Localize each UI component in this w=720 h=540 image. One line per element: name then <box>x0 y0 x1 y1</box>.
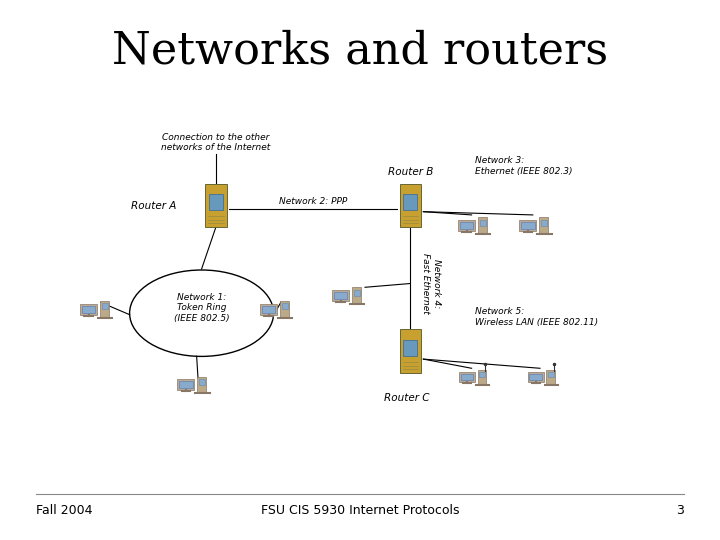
Text: Network 2: PPP: Network 2: PPP <box>279 197 347 206</box>
FancyBboxPatch shape <box>529 374 542 381</box>
FancyBboxPatch shape <box>177 380 194 390</box>
FancyBboxPatch shape <box>209 194 223 211</box>
FancyBboxPatch shape <box>352 287 361 304</box>
FancyBboxPatch shape <box>262 306 275 313</box>
FancyBboxPatch shape <box>400 329 421 373</box>
FancyBboxPatch shape <box>541 220 547 226</box>
FancyBboxPatch shape <box>80 304 97 315</box>
FancyBboxPatch shape <box>528 372 544 382</box>
Text: Router C: Router C <box>384 393 430 403</box>
FancyBboxPatch shape <box>403 194 418 211</box>
Text: Network 4:
Fast Ethernet: Network 4: Fast Ethernet <box>421 253 441 314</box>
FancyBboxPatch shape <box>332 291 349 301</box>
FancyBboxPatch shape <box>260 304 277 315</box>
FancyBboxPatch shape <box>480 372 485 377</box>
Text: Router B: Router B <box>387 167 433 177</box>
FancyBboxPatch shape <box>354 290 360 296</box>
FancyBboxPatch shape <box>199 379 205 385</box>
FancyBboxPatch shape <box>179 381 192 388</box>
Text: Fall 2004: Fall 2004 <box>36 504 92 517</box>
Text: Network 3:
Ethernet (IEEE 802.3): Network 3: Ethernet (IEEE 802.3) <box>475 156 572 176</box>
FancyBboxPatch shape <box>82 306 95 313</box>
FancyBboxPatch shape <box>459 372 475 382</box>
FancyBboxPatch shape <box>539 217 549 234</box>
FancyBboxPatch shape <box>403 340 418 356</box>
Text: Router A: Router A <box>131 201 176 211</box>
FancyBboxPatch shape <box>282 303 288 309</box>
FancyBboxPatch shape <box>548 372 554 377</box>
FancyBboxPatch shape <box>100 301 109 318</box>
FancyBboxPatch shape <box>461 374 474 381</box>
FancyBboxPatch shape <box>478 369 487 385</box>
Text: Network 5:
Wireless LAN (IEEE 802.11): Network 5: Wireless LAN (IEEE 802.11) <box>475 307 598 327</box>
FancyBboxPatch shape <box>334 292 347 299</box>
FancyBboxPatch shape <box>478 217 487 234</box>
FancyBboxPatch shape <box>458 220 475 231</box>
FancyBboxPatch shape <box>197 376 207 393</box>
FancyBboxPatch shape <box>519 220 536 231</box>
Text: Network 1:
Token Ring
(IEEE 802.5): Network 1: Token Ring (IEEE 802.5) <box>174 293 230 323</box>
FancyBboxPatch shape <box>102 303 108 309</box>
FancyBboxPatch shape <box>205 184 227 227</box>
Text: Connection to the other
networks of the Internet: Connection to the other networks of the … <box>161 133 271 152</box>
FancyBboxPatch shape <box>460 222 473 229</box>
FancyBboxPatch shape <box>280 301 289 318</box>
Text: FSU CIS 5930 Internet Protocols: FSU CIS 5930 Internet Protocols <box>261 504 459 517</box>
FancyBboxPatch shape <box>521 222 534 229</box>
FancyBboxPatch shape <box>546 369 555 385</box>
FancyBboxPatch shape <box>400 184 421 227</box>
Text: Networks and routers: Networks and routers <box>112 30 608 73</box>
Text: 3: 3 <box>676 504 684 517</box>
FancyBboxPatch shape <box>480 220 486 226</box>
